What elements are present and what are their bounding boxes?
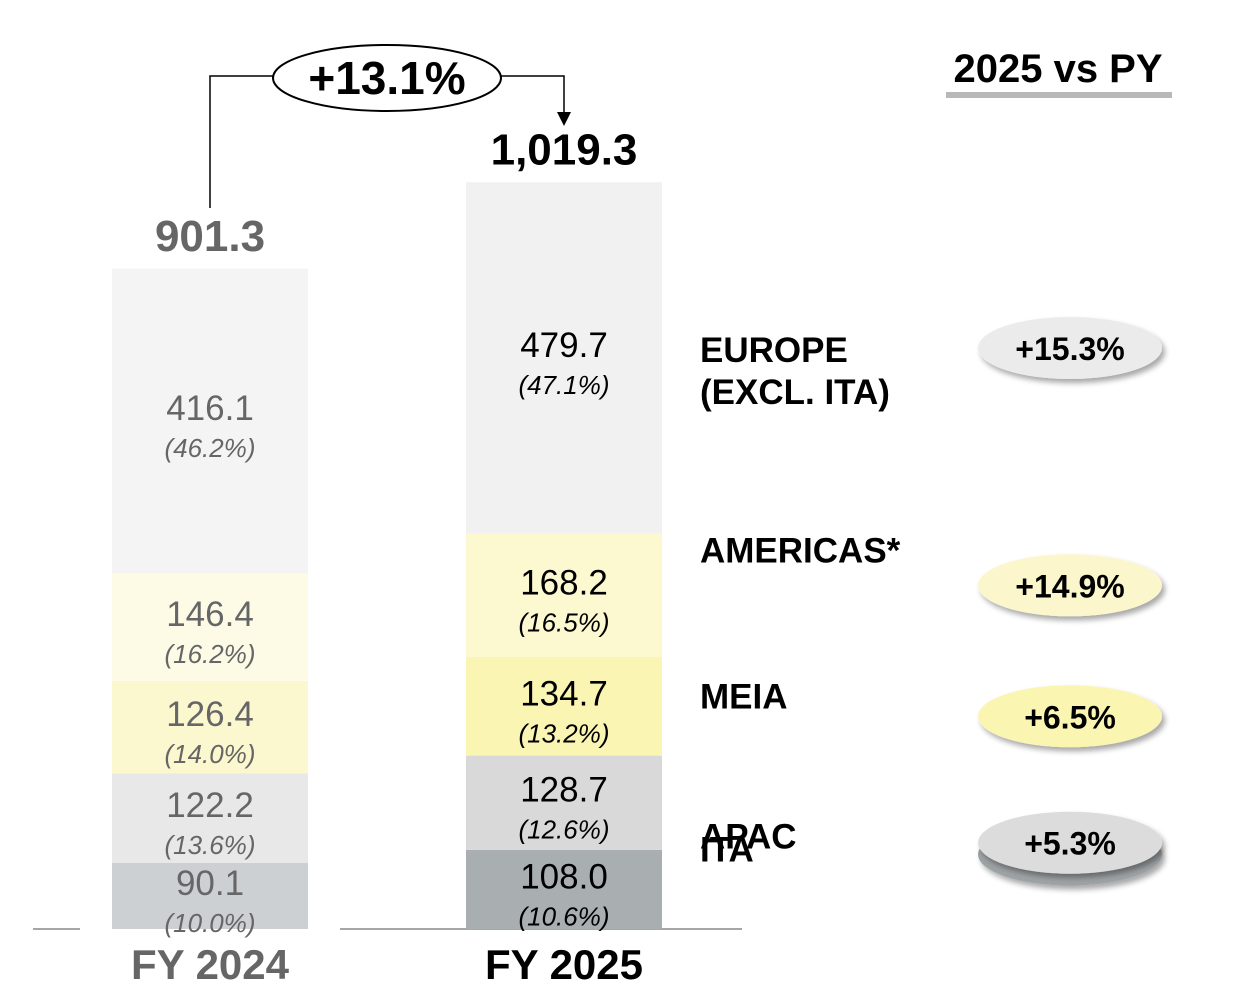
bar-segment-americas-fy2024 (112, 573, 308, 681)
series-label: APAC (700, 818, 797, 857)
series-label: MEIA (700, 677, 788, 716)
series-label: (EXCL. ITA) (700, 373, 890, 412)
bar-segment-apac-fy2024 (112, 773, 308, 863)
share-label: (14.0%) (164, 739, 255, 769)
growth-arrowhead (557, 112, 571, 126)
growth-connector-left (209, 75, 275, 208)
value-label: 126.4 (166, 695, 254, 734)
total-label: 901.3 (155, 212, 265, 261)
bar-segment-americas-fy2025 (466, 533, 662, 657)
bar-segment-ita-fy2025 (466, 849, 662, 929)
share-label: (13.6%) (164, 830, 255, 860)
growth-pill-label: +5.3% (1024, 826, 1116, 862)
share-label: (10.6%) (518, 901, 609, 931)
value-label: 128.7 (520, 771, 608, 810)
x-tick-label: FY 2025 (485, 941, 643, 988)
value-label: 146.4 (166, 595, 254, 634)
x-tick-label: FY 2024 (131, 941, 290, 988)
share-label: (47.1%) (518, 370, 609, 400)
series-label: ITA (700, 830, 754, 869)
bar-segment-europe-excl-ita-fy2025 (466, 182, 662, 534)
total-growth-label: +13.1% (308, 52, 465, 104)
share-label: (46.2%) (164, 433, 255, 463)
bar-segment-meia-fy2024 (112, 680, 308, 774)
growth-pill (978, 316, 1162, 379)
growth-pill-label: +14.9% (1015, 568, 1124, 604)
bars-group: 90.1 (10.0%) 122.2 (13.6%) 126.4 (14.0%) 146.4… (33, 125, 742, 988)
growth-connector-right (500, 75, 565, 114)
growth-pill-label: +15.3% (1015, 331, 1124, 367)
growth-pill-label: +6.5% (1024, 699, 1116, 735)
value-label: 90.1 (176, 864, 244, 903)
share-label: (16.2%) (164, 639, 255, 669)
share-label: (13.2%) (518, 718, 609, 748)
chart-title: 2025 vs PY (953, 47, 1162, 91)
value-label: 134.7 (520, 674, 608, 713)
legend-group: ITA+19.9%APAC+5.3%MEIA+6.5%AMERICAS*+14.… (700, 316, 1162, 886)
series-label: AMERICAS* (700, 531, 901, 570)
value-label: 416.1 (166, 389, 254, 428)
title-underline (946, 92, 1172, 98)
bar-segment-ita-fy2024 (112, 862, 308, 929)
growth-pill (978, 554, 1162, 617)
value-label: 122.2 (166, 786, 254, 825)
bar-segment-meia-fy2025 (466, 656, 662, 756)
growth-pill (978, 811, 1162, 874)
bar-segment-europe-excl-ita-fy2024 (112, 268, 308, 574)
share-label: (10.0%) (164, 908, 255, 938)
share-label: (16.5%) (518, 607, 609, 637)
value-label: 168.2 (520, 563, 608, 602)
bar-segment-apac-fy2025 (466, 755, 662, 850)
series-label: EUROPE (700, 331, 848, 370)
share-label: (12.6%) (518, 815, 609, 845)
growth-pill (978, 685, 1162, 748)
value-label: 479.7 (520, 326, 608, 365)
growth-ellipse (272, 44, 502, 112)
total-label: 1,019.3 (491, 125, 638, 174)
value-label: 108.0 (520, 857, 608, 896)
